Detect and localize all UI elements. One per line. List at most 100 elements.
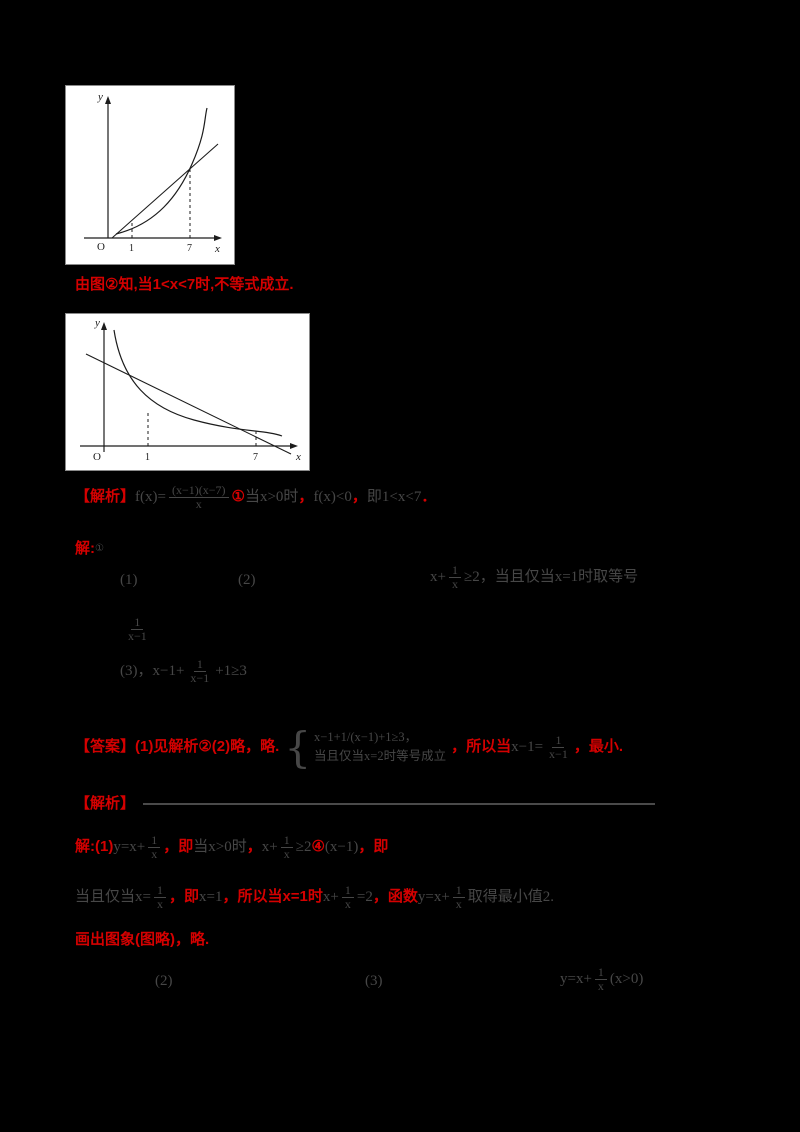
figure-1-plot: y x O 1 7 xyxy=(84,91,222,255)
text-segment: (2) xyxy=(238,572,256,588)
text-segment: ② xyxy=(198,738,212,755)
text-line-answer-1: 【答案】(1)见解析 ② (2)略，略.{x−1+1/(x−1)+1≥3， 当且仅当x… xyxy=(75,722,623,772)
text-segment: x+ xyxy=(322,889,339,906)
text-line-solve-label: 解: ① xyxy=(75,540,104,559)
text-segment: x=1 xyxy=(198,889,223,906)
text-line-part2-mark: (2) xyxy=(155,972,173,991)
text-segment: (1) xyxy=(120,572,138,588)
text-segment: {x−1+1/(x−1)+1≥3， 当且仅当x=2时等号成立 xyxy=(284,722,447,772)
text-segment: y=x+ xyxy=(417,889,450,906)
text-segment: ，即 xyxy=(168,888,199,906)
text-line-analysis-2: 【解析】 xyxy=(75,795,656,814)
line-graph xyxy=(85,353,292,455)
text-segment: 1 x−1 xyxy=(190,657,210,686)
text-line-conclusion-1: 由图 ② 知,当1<x<7时,不等式成立. xyxy=(75,276,294,295)
x-axis-label: x xyxy=(214,243,220,255)
text-segment: (2)略，略. xyxy=(211,738,280,755)
text-segment: ， xyxy=(351,488,367,506)
text-segment: 由图 xyxy=(75,276,106,293)
text-line-part1-label: (1) xyxy=(120,571,138,590)
line-graph xyxy=(111,143,219,239)
y-axis-label: y xyxy=(94,317,100,329)
y-axis-arrow-icon xyxy=(105,96,111,104)
text-segment: x−1= xyxy=(511,739,544,755)
text-segment: ④ xyxy=(311,838,325,856)
text-segment: =2 xyxy=(356,889,373,906)
text-segment: 取得最小值2. xyxy=(467,889,555,906)
text-segment: f(x)= xyxy=(135,489,166,506)
text-line-fraction: 1 x−1 xyxy=(122,615,153,644)
text-segment: 【解析】 xyxy=(75,795,136,812)
text-line-part3-work: (3)， x−1+ 1 x−1 +1≥3 xyxy=(120,657,247,686)
text-segment: 1 x−1 xyxy=(549,732,568,761)
text-segment: ， xyxy=(246,838,262,856)
text-segment: ，所以当x=1时 xyxy=(222,888,323,906)
text-segment: 当x>0时 xyxy=(244,489,299,506)
figure-2-plot: y x O 1 7 xyxy=(80,317,301,463)
text-line-solution-step2: 当且仅当x= 1 x ，即 x=1 ，所以当x=1时 x+ 1 x =2 ，函数 y=x+ 1 x 取得最小… xyxy=(75,883,555,911)
text-segment: (3)， xyxy=(120,663,153,680)
tick-1-label: 1 xyxy=(129,243,134,254)
text-segment: 画出图象(图略)，略. xyxy=(75,931,210,948)
text-line-solution-step1: 解:(1) y=x+ 1 x ，即 当x>0时， x+ 1 x ≥2 ④ (x−1) ，即 xyxy=(75,833,389,861)
text-segment: 【答案】(1)见解析 xyxy=(75,738,199,755)
tick-1-label: 1 xyxy=(145,452,150,463)
text-segment: x+ xyxy=(261,839,278,856)
text-segment: ② xyxy=(105,276,119,293)
y-axis-arrow-icon xyxy=(101,322,107,330)
text-segment: ，最小. xyxy=(573,738,623,755)
text-line-inequality: x+ 1 x ≥2 ，当且仅当x=1时取等号 xyxy=(430,563,639,591)
x-axis-arrow-icon xyxy=(214,235,222,241)
text-segment: (3) xyxy=(365,973,383,989)
figure-increasing-curve: y x O 1 7 xyxy=(65,85,235,265)
figure-decreasing-curve: y x O 1 7 xyxy=(65,313,310,471)
text-line-note: 画出图象(图略)，略. xyxy=(75,931,209,950)
text-line-part3-mark: (3) xyxy=(365,972,383,991)
text-segment: 当且仅当x= xyxy=(75,889,151,906)
text-segment: 解: xyxy=(75,540,95,557)
text-segment: 知,当1<x<7时,不等式成立. xyxy=(118,276,294,293)
text-segment: ． xyxy=(421,488,437,506)
text-segment: ① xyxy=(95,543,104,555)
text-segment xyxy=(143,803,656,806)
text-segment: ， xyxy=(298,488,314,506)
text-segment: y=x+ xyxy=(113,839,146,856)
curve-graph xyxy=(113,329,283,437)
tick-7-label: 7 xyxy=(187,243,192,254)
text-segment: ① xyxy=(231,488,245,506)
text-segment: ，函数 xyxy=(372,888,418,906)
text-segment: x−1+ xyxy=(152,663,185,680)
text-segment: +1≥3 xyxy=(215,663,247,680)
text-segment: ，当且仅当x=1时取等号 xyxy=(479,569,639,586)
x-axis-arrow-icon xyxy=(290,443,298,449)
text-segment: (x>0) xyxy=(609,971,644,988)
text-segment: ≥2 xyxy=(295,839,312,856)
text-segment: (2) xyxy=(155,973,173,989)
text-segment: (x−1) xyxy=(324,839,359,856)
origin-label: O xyxy=(97,241,105,253)
text-segment: 【解析】 xyxy=(75,488,136,506)
text-segment: y=x+ xyxy=(560,971,592,988)
curve-graph xyxy=(115,107,208,235)
text-segment: 1 x−1 xyxy=(128,615,147,644)
origin-label: O xyxy=(93,451,101,463)
text-segment: ，即 xyxy=(358,838,389,856)
tick-7-label: 7 xyxy=(253,452,258,463)
text-segment: f(x)<0 xyxy=(313,489,352,506)
text-segment: 当x>0时 xyxy=(193,839,247,856)
text-line-analysis-1: 【解析】 f(x)= (x−1)(x−7) x ① 当x>0时， f(x)<0，即1<x<… xyxy=(75,483,437,511)
text-segment: (x−1)(x−7) x xyxy=(168,483,229,511)
text-line-function-expr: y=x+ 1 x (x>0) xyxy=(560,965,644,993)
text-segment: x+ xyxy=(430,569,446,586)
text-segment: ，所以当 xyxy=(451,738,512,755)
text-segment: ，即 xyxy=(163,838,194,856)
y-axis-label: y xyxy=(97,91,103,103)
